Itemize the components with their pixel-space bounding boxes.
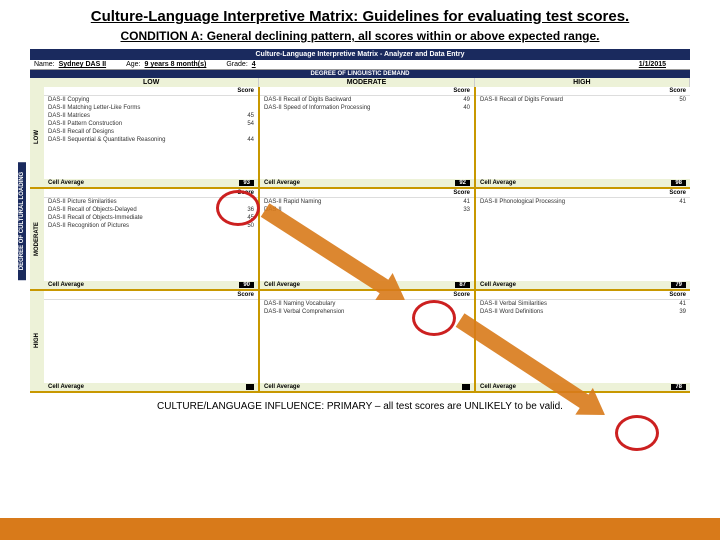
footer-bar [0,518,720,540]
test-row: DAS-II Naming Vocabulary [260,300,474,308]
side-label: DEGREE OF CULTURAL LOADING [18,162,26,280]
matrix-cell: ScoreCell Average [44,291,260,391]
test-row: DAS-II Recall of Designs [44,128,258,136]
name-value: Sydney DAS II [59,61,106,68]
column-headers: LOW MODERATE HIGH [30,78,690,87]
test-row: DAS-II Phonological Processing41 [476,198,690,206]
degree-header: DEGREE OF LINGUISTIC DEMAND [30,70,690,78]
test-row: DAS-II Word Definitions39 [476,308,690,316]
matrix: DEGREE OF CULTURAL LOADING Culture-Langu… [30,49,690,393]
test-row: DAS-II33 [260,206,474,214]
name-label: Name: [34,61,55,68]
cell-average: Cell Average98 [476,179,690,187]
test-row: DAS-II Verbal Comprehension [260,308,474,316]
test-row: DAS-II Recall of Objects-Immediate45 [44,214,258,222]
matrix-cell: ScoreDAS-II Phonological Processing41Cel… [476,189,690,289]
grid: LOWScoreDAS-II CopyingDAS-II Matching Le… [30,87,690,393]
matrix-cell: ScoreDAS-II Naming VocabularyDAS-II Verb… [260,291,476,391]
cell-average: Cell Average [260,383,474,391]
cell-average: Cell Average79 [476,281,690,289]
test-row: DAS-II Matrices45 [44,112,258,120]
test-row: DAS-II Pattern Construction54 [44,120,258,128]
cell-average: Cell Average93 [44,179,258,187]
col-low: LOW [44,78,259,87]
cell-average: Cell Average [44,383,258,391]
info-row: Name: Sydney DAS II Age: 9 years 8 month… [30,60,690,70]
matrix-cell: ScoreDAS-II Recall of Digits Forward50Ce… [476,87,690,187]
row-label: LOW [30,87,44,187]
row-label: HIGH [30,291,44,391]
grade-value: 4 [252,61,256,68]
cell-average: Cell Average90 [44,281,258,289]
test-row: DAS-II Verbal Similarities41 [476,300,690,308]
matrix-cell: ScoreDAS-II Verbal Similarities41DAS-II … [476,291,690,391]
matrix-header: Culture-Language Interpretive Matrix - A… [30,49,690,60]
test-row: DAS-II Matching Letter-Like Forms [44,104,258,112]
cell-average: Cell Average92 [260,179,474,187]
row-label: MODERATE [30,189,44,289]
test-row: DAS-II Rapid Naming41 [260,198,474,206]
cell-average: Cell Average87 [260,281,474,289]
test-row: DAS-II Recognition of Pictures50 [44,222,258,230]
matrix-cell: ScoreDAS-II CopyingDAS-II Matching Lette… [44,87,260,187]
age-value: 9 years 8 month(s) [145,61,207,68]
footer-text: CULTURE/LANGUAGE INFLUENCE: PRIMARY – al… [0,393,720,420]
test-row: DAS-II Copying [44,96,258,104]
matrix-cell: ScoreDAS-II Rapid Naming41DAS-II33Cell A… [260,189,476,289]
grade-label: Grade: [226,61,247,68]
highlight-circle [615,415,659,451]
test-row: DAS-II Sequential & Quantitative Reasoni… [44,136,258,144]
test-row: DAS-II Speed of Information Processing40 [260,104,474,112]
cell-average: Cell Average78 [476,383,690,391]
condition-subtitle: CONDITION A: General declining pattern, … [0,27,720,49]
date-value: 1/1/2015 [639,61,666,68]
test-row: DAS-II Recall of Objects-Delayed36 [44,206,258,214]
matrix-cell: ScoreDAS-II Recall of Digits Backward49D… [260,87,476,187]
col-high: HIGH [475,78,690,87]
test-row: DAS-II Picture Similarities [44,198,258,206]
matrix-cell: ScoreDAS-II Picture SimilaritiesDAS-II R… [44,189,260,289]
age-label: Age: [126,61,140,68]
test-row: DAS-II Recall of Digits Backward49 [260,96,474,104]
col-mod: MODERATE [259,78,474,87]
page-title: Culture-Language Interpretive Matrix: Gu… [0,0,720,27]
test-row: DAS-II Recall of Digits Forward50 [476,96,690,104]
